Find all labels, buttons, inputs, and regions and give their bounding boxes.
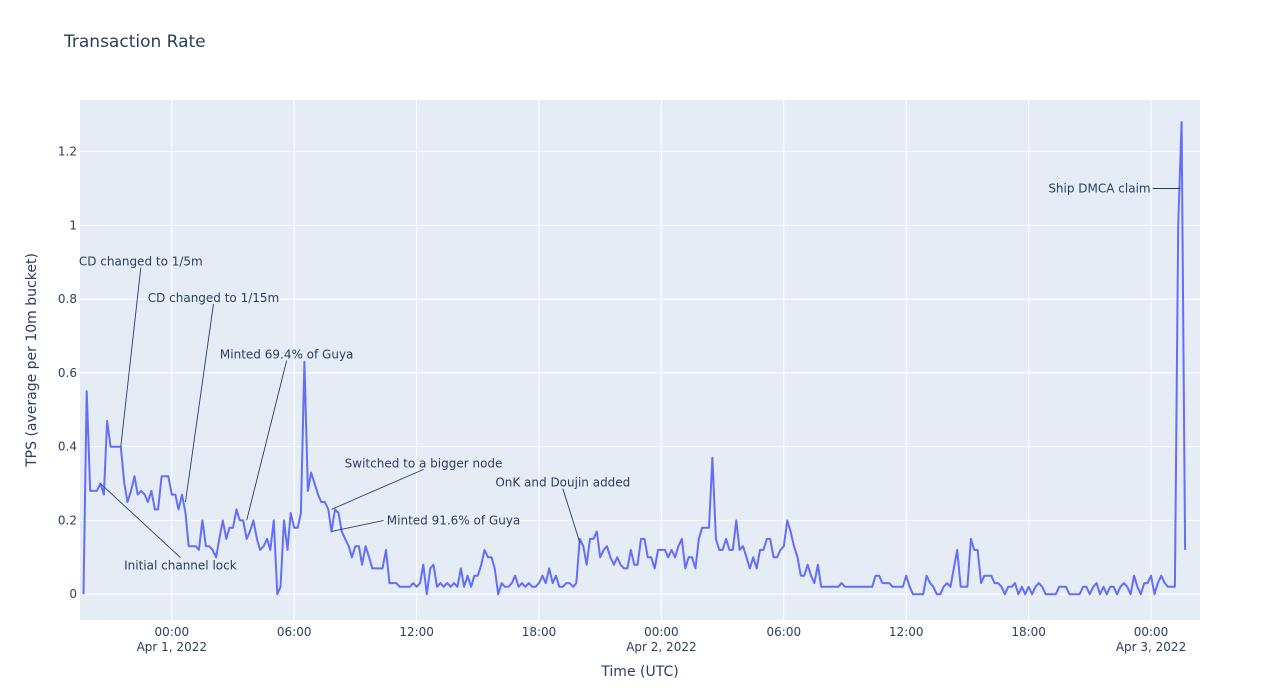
- x-tick-label: 00:00: [155, 625, 190, 639]
- x-tick-date-label: Apr 3, 2022: [1116, 640, 1186, 654]
- annotation-arrow: [331, 468, 424, 510]
- x-tick-label: 06:00: [767, 625, 802, 639]
- x-tick-label: 18:00: [1011, 625, 1046, 639]
- annotation-label: Minted 69.4% of Guya: [220, 347, 354, 361]
- y-tick-label: 0.8: [58, 292, 77, 306]
- y-axis-ticks: 0 0.2 0.4 0.6 0.8 1 1.2: [58, 145, 77, 602]
- y-tick-label: 1: [69, 218, 77, 232]
- y-tick-label: 0.2: [58, 513, 77, 527]
- x-tick-label: 00:00: [644, 625, 679, 639]
- y-tick-label: 1.2: [58, 145, 77, 159]
- annotation-label: OnK and Doujin added: [495, 476, 630, 490]
- y-tick-label: 0.6: [58, 366, 77, 380]
- annotation-arrow: [562, 488, 581, 543]
- chart-title: Transaction Rate: [64, 32, 206, 52]
- x-tick-label: 12:00: [399, 625, 434, 639]
- series-line: [82, 121, 1187, 596]
- x-tick-label: 06:00: [277, 625, 312, 639]
- annotation-arrow: [246, 360, 288, 521]
- annotations: Initial channel lock CD changed to 1/5m CD…: [79, 182, 1181, 573]
- annotation-arrow: [120, 267, 142, 447]
- x-tick-label: 18:00: [522, 625, 557, 639]
- x-tick-date-label: Apr 1, 2022: [137, 640, 207, 654]
- x-tick-label: 12:00: [889, 625, 924, 639]
- gridlines: [80, 100, 1200, 620]
- y-tick-label: 0: [69, 587, 77, 601]
- plot-area: [80, 100, 1200, 620]
- y-tick-label: 0.4: [58, 440, 77, 454]
- annotation-label: Switched to a bigger node: [345, 456, 503, 470]
- annotation-label: Initial channel lock: [124, 559, 237, 573]
- annotation-arrow: [100, 483, 181, 558]
- y-axis-title: TPS (average per 10m bucket): [24, 253, 40, 468]
- x-tick-date-label: Apr 2, 2022: [626, 640, 696, 654]
- annotation-label: Ship DMCA claim: [1048, 182, 1150, 196]
- annotation-label: Minted 91.6% of Guya: [387, 513, 521, 527]
- annotation-arrow: [331, 520, 384, 532]
- annotation-label: CD changed to 1/15m: [148, 291, 280, 305]
- annotation-arrow: [185, 303, 214, 503]
- x-axis-title: Time (UTC): [600, 664, 678, 680]
- x-tick-label: 00:00: [1134, 625, 1169, 639]
- annotation-label: CD changed to 1/5m: [79, 255, 203, 269]
